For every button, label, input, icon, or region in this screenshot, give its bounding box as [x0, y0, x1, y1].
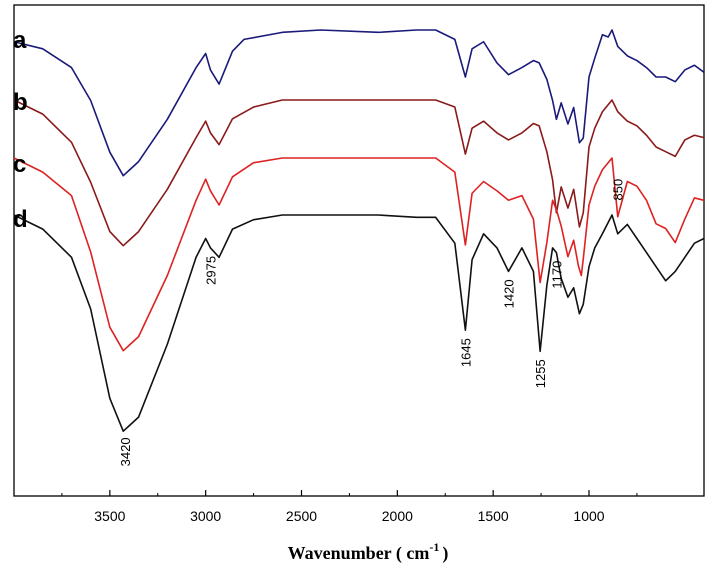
x-axis-ticks: 3500 3000 2500 2000 1500 1000 — [61, 490, 638, 524]
peak-label: 1170 — [549, 261, 564, 289]
x-tick-label: 3000 — [190, 508, 221, 524]
x-tick-label: 1500 — [478, 508, 509, 524]
peak-label: 850 — [611, 179, 626, 201]
x-axis-title: Wavenumber ( cm-1) — [288, 540, 449, 564]
x-axis-title-main: Wavenumber ( cm — [288, 543, 430, 564]
series-line-b — [13, 99, 705, 247]
spectra-series — [13, 29, 705, 432]
peak-label: 3420 — [118, 437, 133, 466]
series-label-d: d — [13, 206, 28, 233]
peak-annotations: 3420 2975 1645 1420 1255 1170 850 — [118, 179, 626, 467]
peak-label: 1645 — [458, 338, 473, 367]
x-axis-title-superscript: -1 — [429, 540, 439, 554]
series-line-d — [13, 214, 705, 432]
series-label-a: a — [13, 27, 27, 54]
series-line-c — [13, 157, 705, 352]
x-tick-label: 3500 — [94, 508, 125, 524]
peak-label: 2975 — [203, 256, 218, 285]
series-line-a — [13, 29, 705, 177]
peak-label: 1420 — [502, 279, 517, 308]
x-axis-title-close: ) — [442, 543, 448, 564]
series-label-c: c — [13, 151, 26, 178]
x-tick-label: 2500 — [286, 508, 317, 524]
plot-frame — [13, 4, 705, 497]
x-tick-label: 2000 — [382, 508, 413, 524]
x-tick-label: 1000 — [573, 508, 604, 524]
peak-label: 1255 — [533, 359, 548, 388]
series-label-b: b — [13, 89, 28, 116]
series-labels: a b c d — [13, 27, 28, 233]
